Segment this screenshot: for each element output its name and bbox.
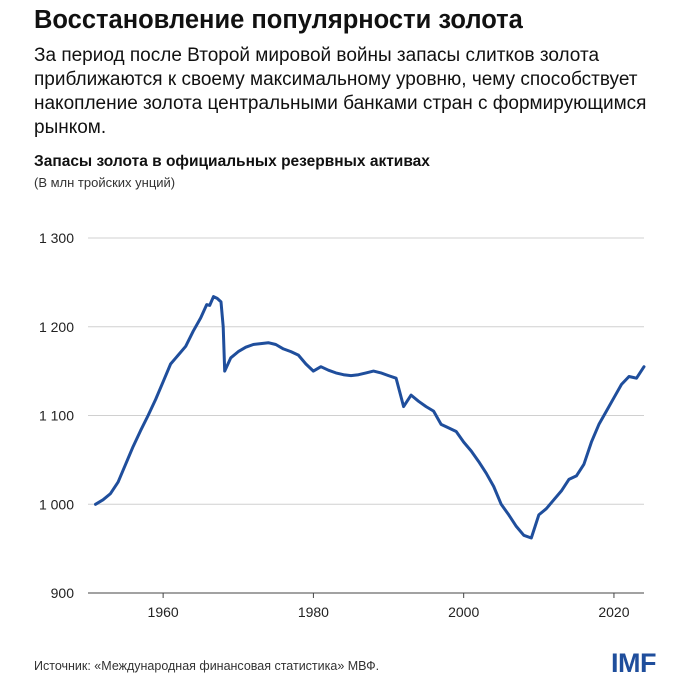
x-tick-label: 1960 bbox=[148, 604, 179, 620]
y-tick-label: 1 300 bbox=[39, 230, 74, 246]
series-layer bbox=[94, 295, 646, 540]
y-tick-label: 1 100 bbox=[39, 408, 74, 424]
x-tick-label: 1980 bbox=[298, 604, 329, 620]
chart-title: Запасы золота в официальных резервных ак… bbox=[34, 153, 430, 170]
x-axis-ticks: 1960 1980 2000 2020 bbox=[148, 593, 630, 620]
x-tick-label: 2000 bbox=[448, 604, 479, 620]
x-tick-label: 2020 bbox=[598, 604, 629, 620]
y-axis-ticks: 900 1 000 1 100 1 200 1 300 bbox=[39, 230, 74, 601]
gridlines bbox=[88, 237, 644, 594]
chart-headline: Восстановление популярности золота bbox=[34, 6, 523, 34]
chart-description: За период после Второй мировой войны зап… bbox=[34, 45, 647, 138]
y-tick-label: 900 bbox=[51, 585, 75, 601]
y-tick-label: 1 200 bbox=[39, 319, 74, 335]
source-note: Источник: «Международная финансовая стат… bbox=[34, 659, 380, 673]
y-tick-label: 1 000 bbox=[39, 496, 74, 512]
chart-units-label: (В млн тройских унций) bbox=[34, 175, 176, 190]
series-line-gold-reserves bbox=[94, 295, 646, 540]
imf-logo: IMF bbox=[611, 648, 657, 678]
